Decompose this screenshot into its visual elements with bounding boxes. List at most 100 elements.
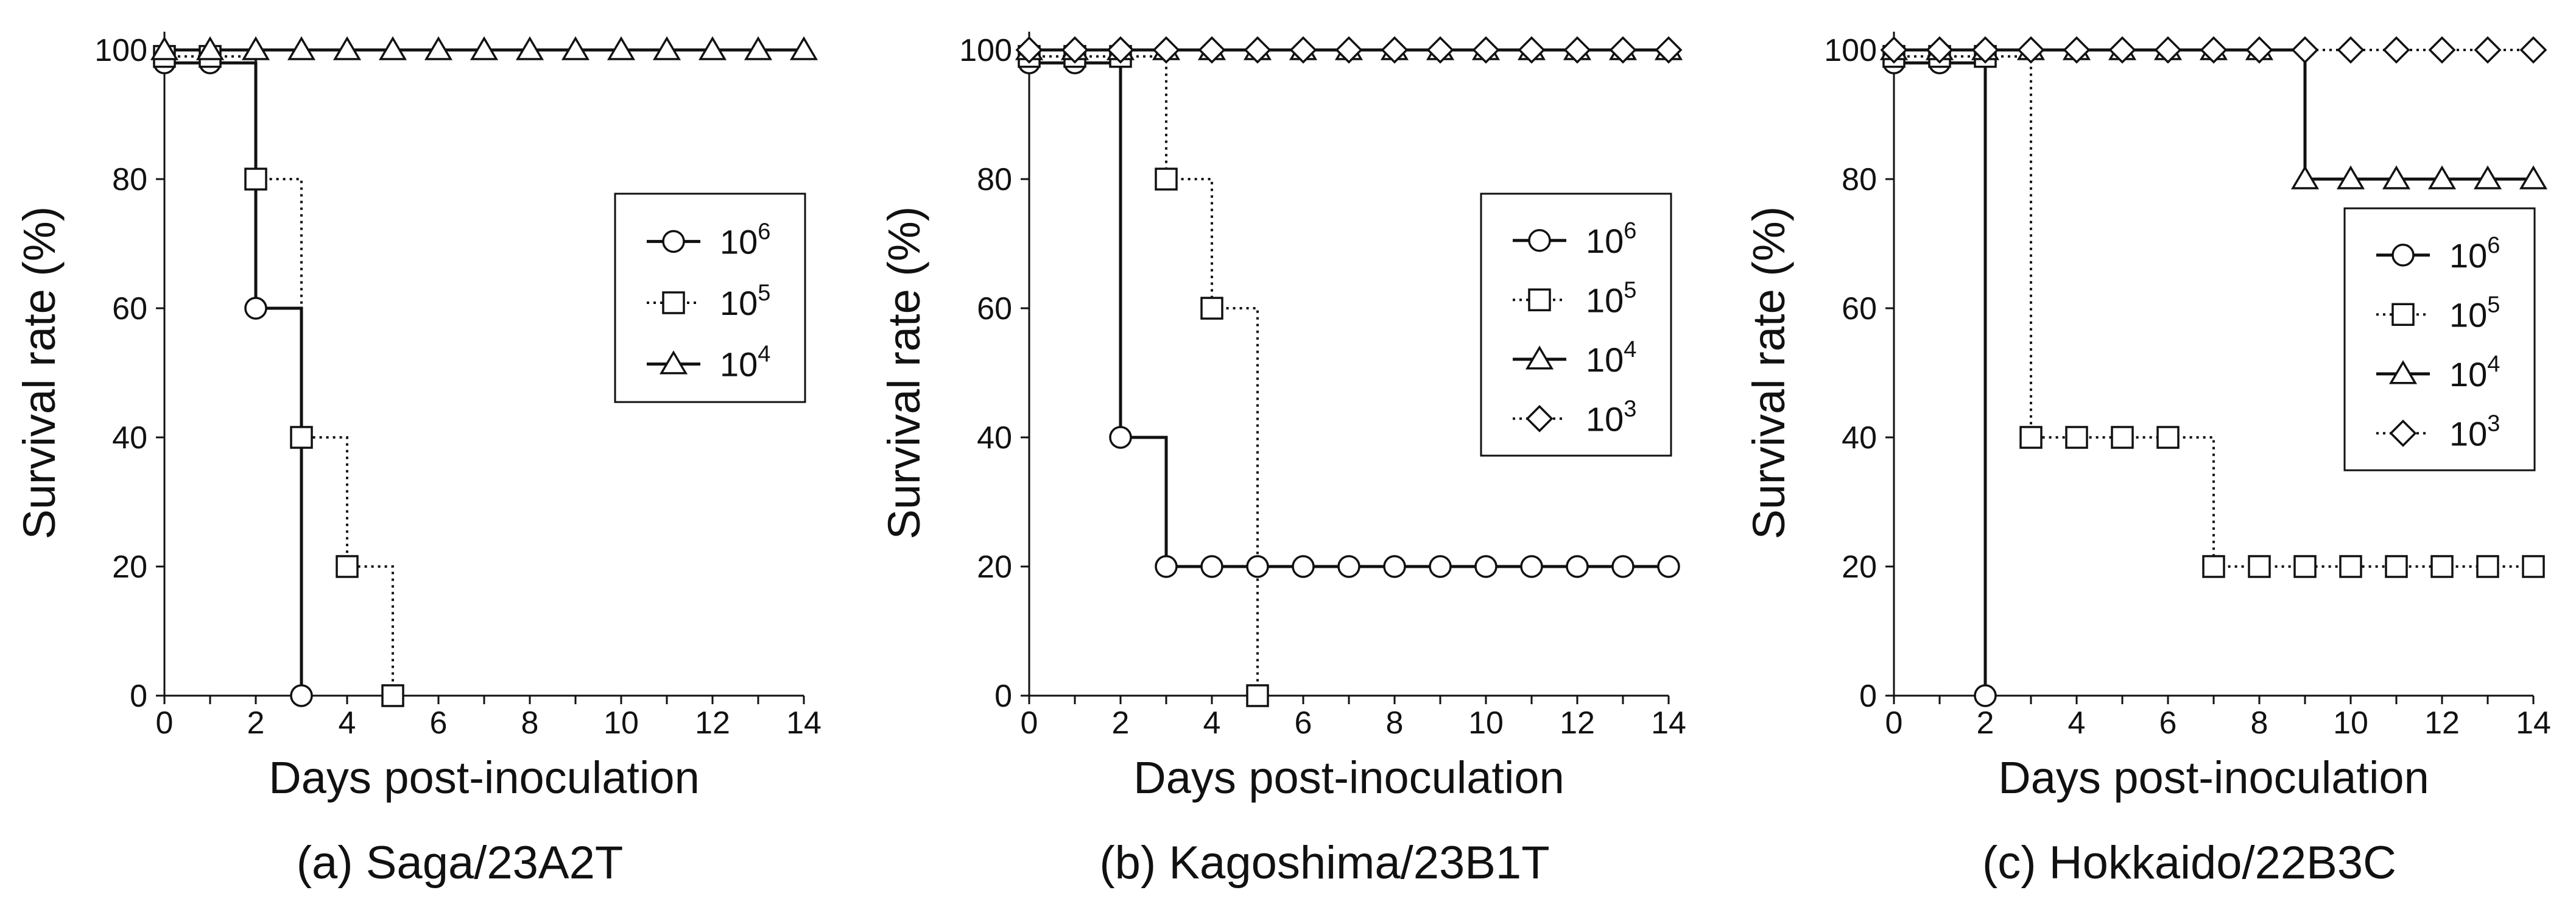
x-tick-label: 10: [1468, 705, 1504, 741]
y-axis-label: Survival rate (%): [879, 207, 929, 540]
y-axis-label: Survival rate (%): [1744, 207, 1794, 540]
legend-exponent: 5: [758, 280, 770, 306]
data-point-square: [290, 426, 313, 449]
legend-exponent: 4: [2487, 351, 2500, 377]
y-tick-label: 60: [977, 291, 1012, 327]
data-point-circle: [1474, 555, 1497, 578]
data-point-square: [2339, 555, 2362, 578]
legend-exponent: 6: [2487, 233, 2500, 258]
data-point-triangle: [150, 36, 179, 60]
data-point-circle: [1520, 555, 1543, 578]
legend-box: [1480, 192, 1672, 457]
y-tick-label: 20: [977, 549, 1012, 585]
chart-panel-b: 0 20 40 60 80 100 0 2 4 6 8 10 12 14 Days post-inocula…: [865, 0, 1723, 904]
series-line-triangle: [1894, 48, 2533, 181]
data-point-diamond: [2245, 36, 2273, 64]
x-tick-label: 14: [786, 705, 822, 741]
legend-box: [614, 192, 806, 403]
chart-panel-c: 0 20 40 60 80 100 0 2 4 6 8 10 12 14 Days post-inocula…: [1730, 0, 2576, 904]
data-point-triangle: [744, 36, 773, 60]
legend-marker-square: [662, 291, 685, 314]
x-tick-label: 10: [604, 705, 639, 741]
data-point-diamond: [1880, 36, 1908, 64]
data-point-square: [2476, 555, 2499, 578]
data-point-triangle: [2473, 165, 2502, 189]
data-point-circle: [1337, 555, 1360, 578]
data-point-triangle: [652, 36, 681, 60]
y-tick-label: 60: [1842, 291, 1877, 327]
legend-box: [2343, 207, 2536, 471]
data-point-square: [2156, 426, 2180, 449]
legend-marker-diamond: [2389, 419, 2417, 447]
x-tick-label: 0: [1885, 705, 1903, 741]
y-axis-label: Survival rate (%): [14, 207, 65, 540]
legend-label: 105: [1586, 277, 1636, 319]
legend-exponent: 6: [758, 219, 770, 244]
data-point-diamond: [1152, 36, 1180, 64]
data-point-diamond: [1015, 36, 1043, 64]
data-point-triangle: [241, 36, 270, 60]
legend-exponent: 3: [1624, 396, 1636, 422]
y-tick-label: 60: [112, 291, 147, 327]
x-axis-label: Days post-inoculation: [1998, 752, 2429, 803]
legend-exponent: 5: [1624, 277, 1636, 303]
x-tick-label: 4: [2068, 705, 2086, 741]
chart-svg: 0 20 40 60 80 100 0 2 4 6 8 10 12 14 Days post-inocula…: [14, 32, 822, 889]
legend-marker-diamond: [1526, 404, 1554, 433]
data-point-circle: [1657, 555, 1680, 578]
data-point-square: [2202, 555, 2225, 578]
data-point-diamond: [2382, 36, 2410, 64]
data-point-diamond: [2200, 36, 2228, 64]
series-line-circle: [164, 61, 303, 696]
data-point-circle: [1155, 555, 1178, 578]
legend-exponent: 3: [2487, 411, 2500, 436]
y-tick-label: 0: [130, 679, 147, 714]
x-tick-label: 8: [2251, 705, 2268, 741]
data-point-square: [2019, 426, 2043, 449]
y-tick-label: 80: [977, 162, 1012, 197]
data-point-diamond: [1518, 36, 1546, 64]
data-point-triangle: [287, 36, 316, 60]
x-tick-label: 8: [1386, 705, 1404, 741]
data-point-triangle: [2427, 165, 2457, 189]
data-point-circle: [1246, 555, 1269, 578]
x-tick-label: 2: [1112, 705, 1130, 741]
x-tick-label: 10: [2333, 705, 2368, 741]
data-point-diamond: [1472, 36, 1500, 64]
x-tick-label: 14: [1651, 705, 1686, 741]
data-point-triangle: [2382, 165, 2411, 189]
data-point-diamond: [2474, 36, 2502, 64]
x-tick-label: 12: [2424, 705, 2460, 741]
data-point-diamond: [1971, 36, 1999, 64]
data-point-diamond: [1609, 36, 1637, 64]
legend-marker-square: [2391, 303, 2415, 326]
chart-title: (a) Saga/23A2T: [297, 837, 624, 889]
data-point-triangle: [561, 36, 590, 60]
chart-panel-a: 0 20 40 60 80 100 0 2 4 6 8 10 12 14 Days post-inocula…: [0, 0, 859, 904]
data-point-square: [244, 168, 267, 191]
data-point-square: [2248, 555, 2271, 578]
data-point-square: [1200, 297, 1223, 320]
x-tick-label: 2: [1977, 705, 1994, 741]
legend-marker-triangle: [2388, 360, 2418, 384]
data-point-circle: [244, 297, 267, 320]
data-point-triangle: [2290, 165, 2320, 189]
data-point-square: [2293, 555, 2317, 578]
data-point-circle: [1974, 684, 1997, 707]
data-point-triangle: [2519, 165, 2548, 189]
data-point-square: [2385, 555, 2408, 578]
y-tick-label: 0: [994, 679, 1012, 714]
x-tick-label: 4: [1203, 705, 1221, 741]
chart-svg: 0 20 40 60 80 100 0 2 4 6 8 10 12 14 Days post-inocula…: [1744, 32, 2551, 889]
data-point-diamond: [2108, 36, 2136, 64]
data-point-circle: [1566, 555, 1589, 578]
legend-marker-circle: [2391, 244, 2415, 267]
data-point-diamond: [1289, 36, 1317, 64]
data-point-square: [2430, 555, 2454, 578]
y-tick-label: 80: [1842, 162, 1877, 197]
data-point-diamond: [1198, 36, 1226, 64]
chart-svg: 0 20 40 60 80 100 0 2 4 6 8 10 12 14 Days post-inocula…: [879, 32, 1686, 889]
